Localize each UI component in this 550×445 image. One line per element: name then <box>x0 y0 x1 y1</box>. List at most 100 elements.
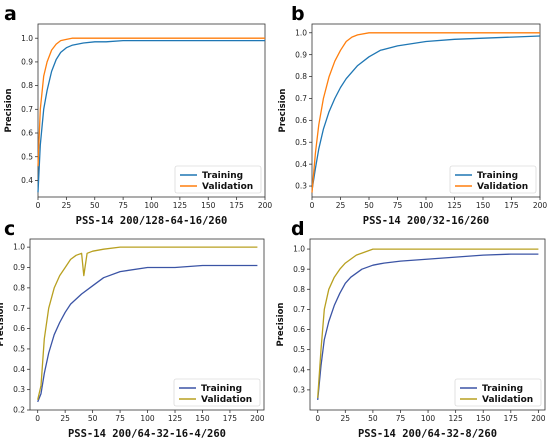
y-tick-label: 0.5 <box>295 138 307 147</box>
panel-letter: c <box>4 218 15 240</box>
y-tick-label: 1.0 <box>21 34 33 43</box>
x-tick-label: 100 <box>144 201 159 210</box>
y-axis-label: Precision <box>276 302 286 346</box>
series-line-validation <box>37 246 258 400</box>
chart-panel-b: b 0 25 50 75 100 125 150 175 200 0.3 0.4 0.5 0.6 0.7 0.… <box>278 3 547 227</box>
x-axis-label: PSS-14 200/64-32-16-4/260 <box>68 428 226 440</box>
y-axis-label: Precision <box>278 88 288 132</box>
x-tick-label: 75 <box>393 201 403 210</box>
y-tick-label: 0.9 <box>295 50 307 59</box>
chart-panel-a: a 0 25 50 75 100 125 150 175 200 0.4 0.5 0.6 0.7 0.8 0.… <box>4 3 272 227</box>
series-line-training <box>317 253 539 400</box>
x-tick-label: 200 <box>531 414 546 423</box>
series-line-training <box>37 264 258 403</box>
x-tick-label: 25 <box>62 201 72 210</box>
y-tick-label: 0.8 <box>21 81 33 90</box>
y-tick-label: 0.4 <box>295 160 307 169</box>
x-tick-label: 175 <box>504 414 519 423</box>
legend-label-validation: Validation <box>482 395 533 405</box>
x-tick-label: 175 <box>223 414 238 423</box>
x-tick-label: 25 <box>336 201 346 210</box>
y-tick-label: 0.3 <box>295 182 307 191</box>
panel-letter: a <box>4 3 17 25</box>
x-axis-label: PSS-14 200/32-16/260 <box>363 215 489 227</box>
y-axis-label: Precision <box>0 302 6 346</box>
panel-letter: d <box>291 218 305 240</box>
series-line-validation <box>311 32 540 193</box>
x-tick-label: 175 <box>504 201 519 210</box>
y-tick-label: 0.3 <box>293 385 305 394</box>
x-tick-label: 75 <box>118 201 128 210</box>
x-tick-label: 0 <box>315 414 320 423</box>
x-tick-label: 150 <box>476 414 491 423</box>
y-tick-label: 0.4 <box>13 365 25 374</box>
series-line-validation <box>317 248 539 398</box>
x-axis-label: PSS-14 200/128-64-16/260 <box>76 215 228 227</box>
x-tick-label: 50 <box>88 414 98 423</box>
y-tick-label: 0.7 <box>293 305 305 314</box>
legend-label-training: Training <box>482 384 523 394</box>
x-tick-label: 150 <box>476 201 491 210</box>
y-tick-label: 1.0 <box>293 245 305 254</box>
x-tick-label: 125 <box>173 201 188 210</box>
x-tick-label: 0 <box>310 201 315 210</box>
y-tick-label: 0.3 <box>13 385 25 394</box>
series-line-training <box>311 35 541 191</box>
x-tick-label: 50 <box>90 201 100 210</box>
x-tick-label: 50 <box>368 414 378 423</box>
y-tick-label: 0.8 <box>295 72 307 81</box>
x-tick-label: 25 <box>60 414 70 423</box>
y-tick-label: 0.6 <box>295 116 307 125</box>
x-tick-label: 100 <box>419 201 434 210</box>
legend-label-validation: Validation <box>201 395 252 405</box>
legend-label-validation: Validation <box>202 182 253 192</box>
y-tick-label: 0.6 <box>21 129 33 138</box>
legend-label-training: Training <box>201 384 242 394</box>
y-tick-label: 0.4 <box>21 176 33 185</box>
x-tick-label: 200 <box>533 201 548 210</box>
y-tick-label: 0.9 <box>13 263 25 272</box>
legend-label-training: Training <box>202 171 243 181</box>
x-tick-label: 125 <box>448 414 463 423</box>
x-tick-label: 200 <box>250 414 265 423</box>
panel-letter: b <box>291 3 305 25</box>
x-tick-label: 125 <box>168 414 183 423</box>
x-tick-label: 50 <box>364 201 374 210</box>
y-tick-label: 0.5 <box>21 152 33 161</box>
y-tick-label: 0.9 <box>21 58 33 67</box>
x-tick-label: 0 <box>35 414 40 423</box>
x-tick-label: 75 <box>115 414 125 423</box>
x-tick-label: 150 <box>195 414 210 423</box>
legend-label-training: Training <box>477 171 518 181</box>
x-tick-label: 100 <box>421 414 436 423</box>
y-tick-label: 0.2 <box>13 406 25 415</box>
y-tick-label: 0.5 <box>13 345 25 354</box>
y-axis-label: Precision <box>4 88 14 132</box>
y-tick-label: 1.0 <box>13 243 25 252</box>
x-tick-label: 75 <box>396 414 406 423</box>
x-tick-label: 125 <box>447 201 462 210</box>
x-tick-label: 100 <box>140 414 155 423</box>
y-tick-label: 0.5 <box>293 345 305 354</box>
x-axis-label: PSS-14 200/64-32-8/260 <box>358 428 497 440</box>
legend-label-validation: Validation <box>477 182 528 192</box>
y-tick-label: 0.7 <box>295 94 307 103</box>
chart-panel-d: d 0 25 50 75 100 125 150 175 200 0.3 0.4 0.5 0.6 0.7 0.… <box>276 218 546 440</box>
series-line-validation <box>37 37 265 167</box>
y-tick-label: 0.8 <box>13 283 25 292</box>
y-tick-label: 0.6 <box>293 325 305 334</box>
y-tick-label: 0.7 <box>21 105 33 114</box>
y-tick-label: 1.0 <box>295 28 307 37</box>
y-tick-label: 0.9 <box>293 265 305 274</box>
y-tick-label: 0.4 <box>293 365 305 374</box>
x-tick-label: 0 <box>36 201 41 210</box>
series-line-training <box>37 39 265 193</box>
y-tick-label: 0.7 <box>13 304 25 313</box>
x-tick-label: 150 <box>201 201 216 210</box>
x-tick-label: 200 <box>258 201 273 210</box>
y-tick-label: 0.6 <box>13 324 25 333</box>
x-tick-label: 175 <box>229 201 244 210</box>
chart-panel-c: c 0 25 50 75 100 125 150 175 200 0.2 0.3 0.4 0.5 0.6 0.… <box>0 218 265 440</box>
x-tick-label: 25 <box>341 414 351 423</box>
